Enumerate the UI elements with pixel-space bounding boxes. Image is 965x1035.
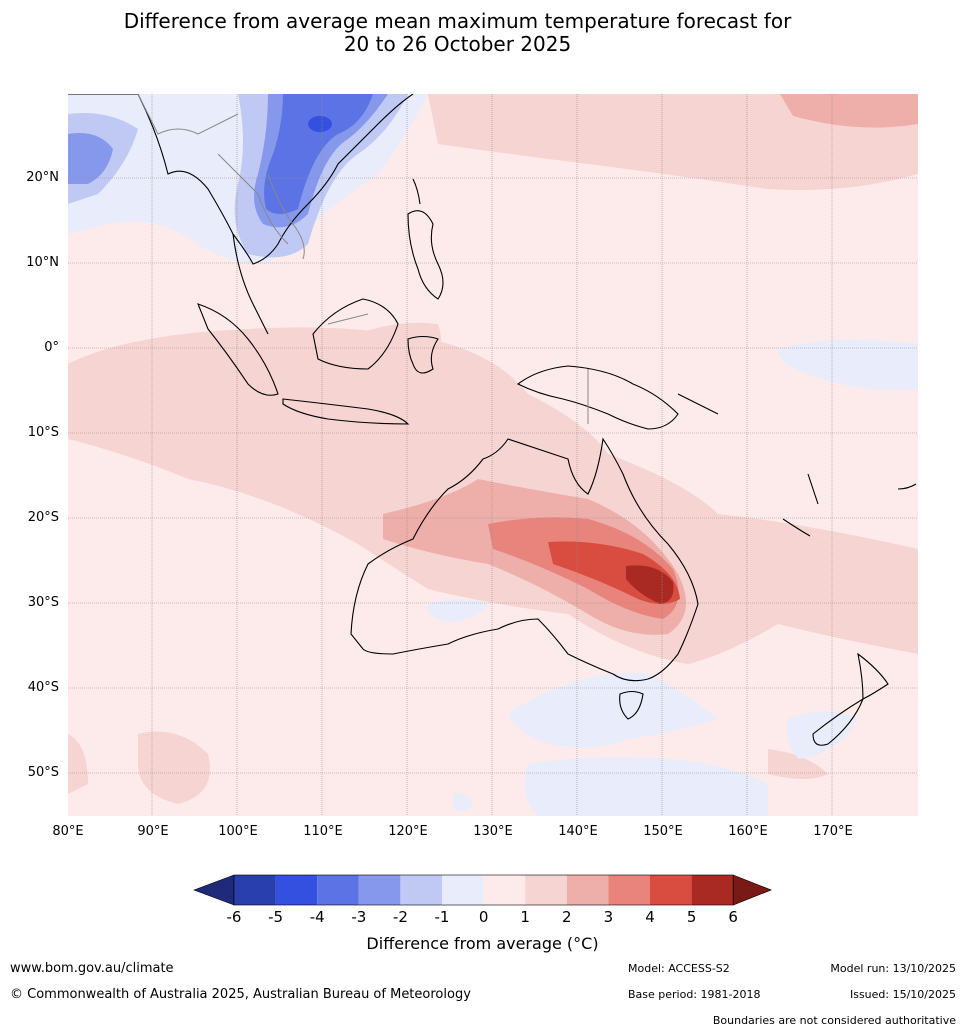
lat-label-10s: 10°S bbox=[27, 425, 59, 440]
map-title: Difference from average mean maximum tem… bbox=[0, 10, 965, 56]
lon-label-130e: 130°E bbox=[473, 824, 513, 839]
colorbar-swatch bbox=[317, 875, 359, 905]
anomaly-zone-neg-3-4 bbox=[264, 94, 373, 214]
lat-label-20n: 20°N bbox=[26, 170, 59, 185]
model-run-text: Model run: 13/10/2025 bbox=[830, 962, 956, 975]
title-line-1: Difference from average mean maximum tem… bbox=[123, 9, 792, 33]
lat-label-30s: 30°S bbox=[27, 595, 59, 610]
colorbar-swatch bbox=[275, 875, 318, 905]
lon-label-100e: 100°E bbox=[218, 824, 258, 839]
anomaly-zone-neg-4-5 bbox=[308, 116, 332, 132]
website-link[interactable]: www.bom.gov.au/climate bbox=[10, 961, 174, 976]
colorbar-tick-label: 4 bbox=[645, 908, 655, 926]
sulawesi-coast bbox=[407, 335, 439, 374]
colorbar-tick-label: -4 bbox=[310, 908, 325, 926]
lon-label-170e: 170°E bbox=[813, 824, 853, 839]
colorbar-swatches bbox=[193, 874, 773, 906]
lat-label-40s: 40°S bbox=[27, 680, 59, 695]
colorbar-extension-low bbox=[193, 874, 235, 906]
philippines-coast bbox=[407, 210, 444, 300]
solomon-islands-coast bbox=[677, 393, 719, 415]
java-coast bbox=[282, 398, 410, 425]
lat-label-20s: 20°S bbox=[27, 510, 59, 525]
lon-label-160e: 160°E bbox=[728, 824, 768, 839]
colorbar-border bbox=[233, 874, 734, 906]
colorbar-ticks: -6 -5 -4 -3 -2 -1 0 1 2 3 4 5 6 bbox=[227, 908, 738, 926]
colorbar-tick-label: -5 bbox=[268, 908, 283, 926]
map-canvas bbox=[68, 94, 918, 816]
anomaly-zone-5-6 bbox=[626, 565, 674, 604]
title-line-2: 20 to 26 October 2025 bbox=[343, 32, 572, 56]
new-zealand-coast bbox=[857, 652, 889, 700]
graticule bbox=[68, 94, 918, 816]
lat-label-0: 0° bbox=[44, 340, 59, 355]
new-guinea-coast bbox=[516, 365, 679, 430]
new-zealand-south-coast bbox=[812, 697, 865, 746]
colorbar-swatch bbox=[650, 875, 692, 905]
colorbar-swatch bbox=[358, 875, 401, 905]
colorbar-tick-label: 3 bbox=[604, 908, 614, 926]
taiwan-coast bbox=[412, 178, 421, 205]
colorbar-swatch bbox=[608, 875, 650, 905]
colorbar-swatch bbox=[442, 875, 484, 905]
model-text: Model: ACCESS-S2 bbox=[628, 962, 730, 975]
coastlines bbox=[68, 94, 917, 746]
malay-peninsula-coast bbox=[232, 233, 269, 335]
colorbar-swatch bbox=[525, 875, 567, 905]
colorbar-extension-high bbox=[732, 874, 773, 906]
tasmania-coast bbox=[619, 690, 644, 720]
mainland-asia-coast bbox=[68, 94, 414, 265]
lon-label-80e: 80°E bbox=[52, 824, 84, 839]
issued-text: Issued: 15/10/2025 bbox=[849, 988, 956, 1001]
vanuatu-coast bbox=[807, 473, 819, 505]
colorbar-tick-label: -3 bbox=[351, 908, 366, 926]
lon-label-150e: 150°E bbox=[643, 824, 683, 839]
colorbar-title: Difference from average (°C) bbox=[366, 934, 599, 953]
sumatra-coast bbox=[197, 303, 279, 396]
base-period-text: Base period: 1981-2018 bbox=[628, 988, 761, 1001]
australia-coast bbox=[350, 437, 699, 682]
lon-label-90e: 90°E bbox=[137, 824, 169, 839]
colorbar-tick-label: 2 bbox=[562, 908, 572, 926]
fiji-coast bbox=[897, 483, 917, 490]
country-borders bbox=[137, 94, 589, 424]
new-caledonia-coast bbox=[782, 518, 811, 537]
colorbar-swatch bbox=[566, 875, 609, 905]
lon-label-110e: 110°E bbox=[303, 824, 343, 839]
colorbar-tick-label: -6 bbox=[227, 908, 242, 926]
colorbar: -6 -5 -4 -3 -2 -1 0 1 2 3 4 5 6 bbox=[193, 874, 773, 926]
lon-label-140e: 140°E bbox=[558, 824, 598, 839]
colorbar-tick-label: 0 bbox=[479, 908, 489, 926]
colorbar-tick-label: -2 bbox=[393, 908, 408, 926]
colorbar-swatch bbox=[691, 875, 734, 905]
forecast-map bbox=[68, 94, 918, 816]
colorbar-tick-label: 5 bbox=[687, 908, 697, 926]
colorbar-tick-label: 6 bbox=[728, 908, 738, 926]
colorbar-swatch bbox=[483, 875, 526, 905]
copyright-text: © Commonwealth of Australia 2025, Austra… bbox=[10, 987, 471, 1002]
colorbar-swatch bbox=[234, 875, 276, 905]
borneo-coast bbox=[312, 298, 399, 370]
lat-label-50s: 50°S bbox=[27, 765, 59, 780]
colorbar-swatch bbox=[400, 875, 442, 905]
disclaimer-text: Boundaries are not considered authoritat… bbox=[712, 1014, 956, 1027]
lat-label-10n: 10°N bbox=[26, 255, 59, 270]
lon-label-120e: 120°E bbox=[388, 824, 428, 839]
colorbar-tick-label: 1 bbox=[520, 908, 530, 926]
colorbar-tick-label: -1 bbox=[435, 908, 450, 926]
